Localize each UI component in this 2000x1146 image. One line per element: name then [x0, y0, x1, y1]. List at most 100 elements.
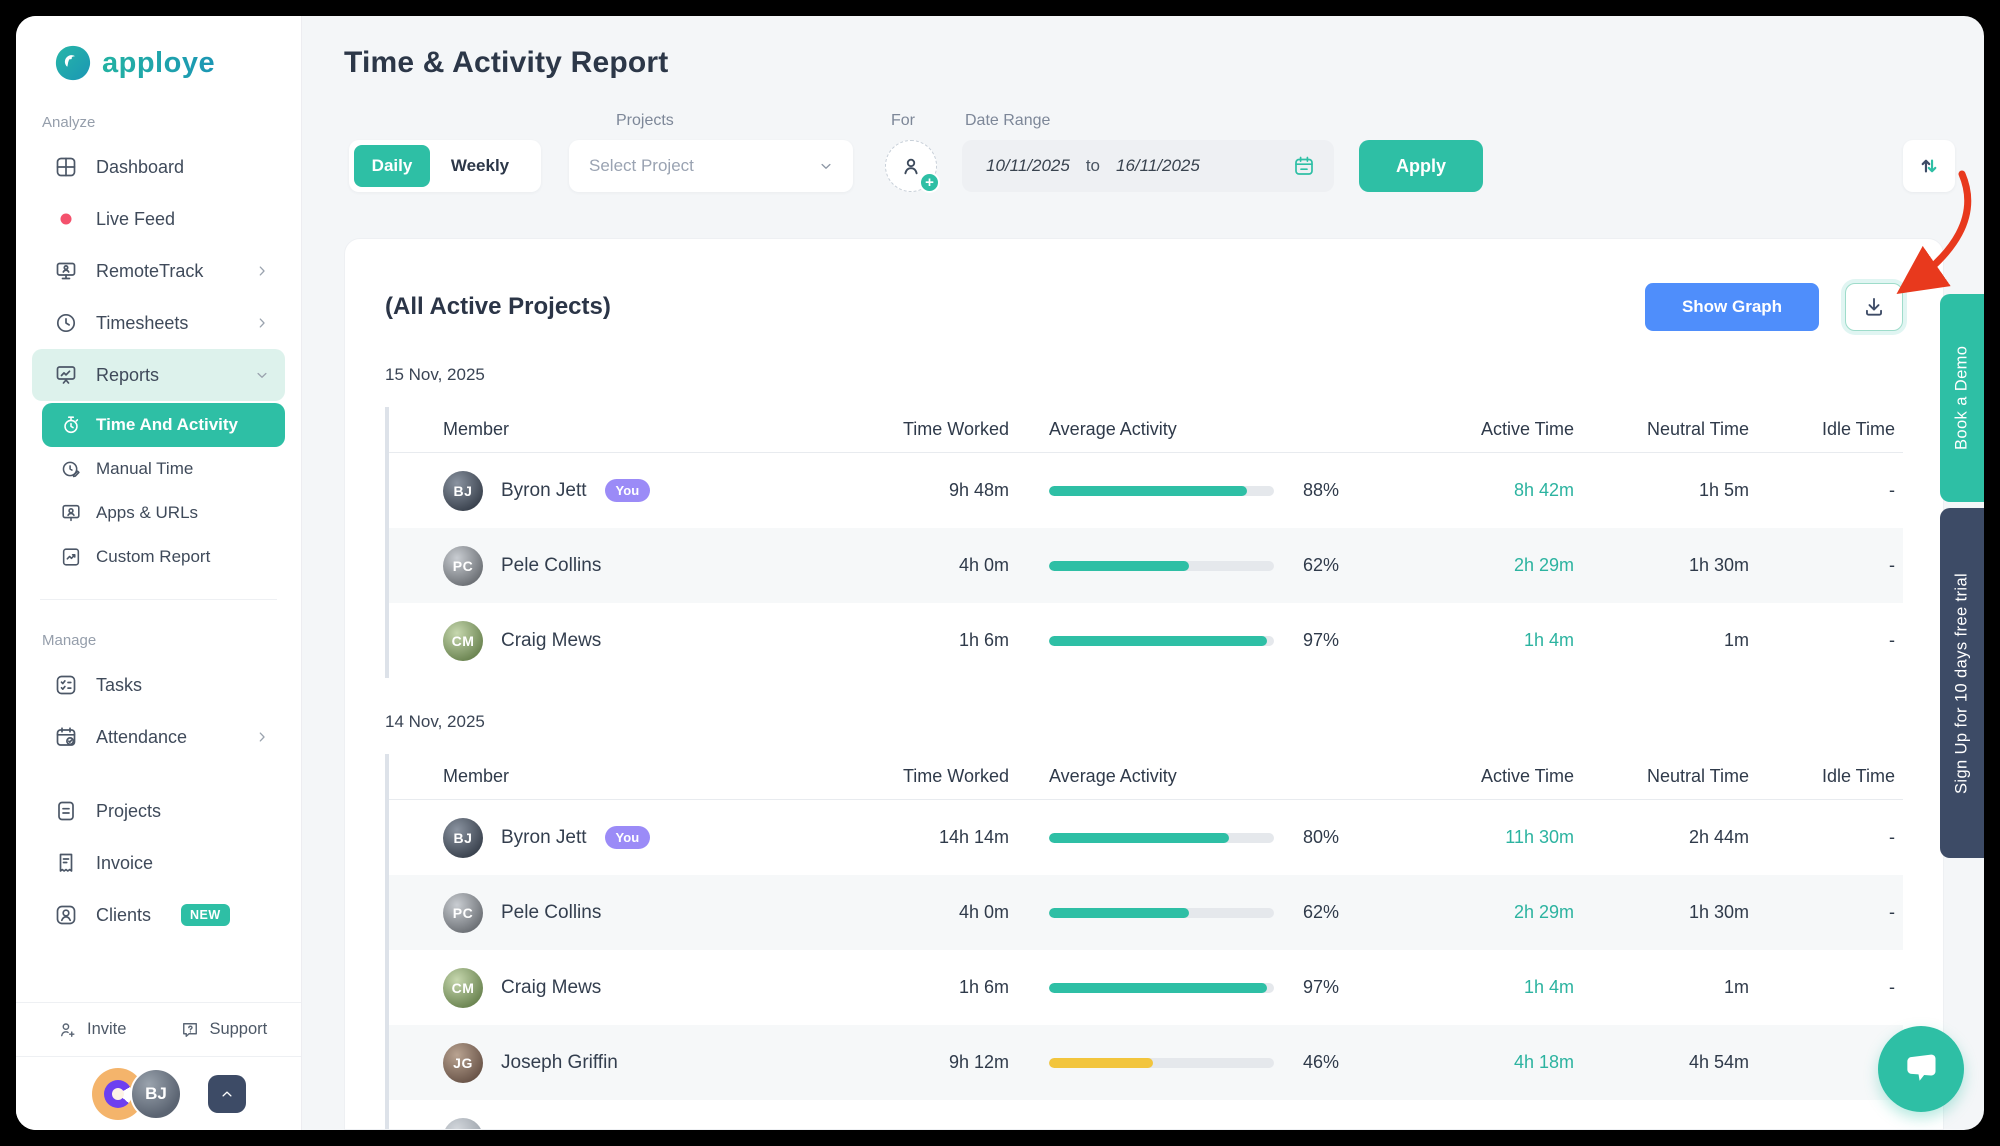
- idle-time-value: -: [1749, 1052, 1895, 1073]
- support-button[interactable]: Support: [180, 1020, 267, 1040]
- sidebar-item-apps-urls[interactable]: Apps & URLs: [42, 491, 285, 535]
- chat-widget-button[interactable]: [1878, 1026, 1964, 1112]
- sidebar-item-attendance[interactable]: Attendance: [32, 711, 285, 763]
- book-demo-tab[interactable]: Book a Demo: [1940, 294, 1984, 502]
- time-worked-value: 1h 6m: [958, 977, 1009, 997]
- time-worked-value: 14h 14m: [938, 827, 1009, 847]
- question-bubble-icon: [180, 1020, 200, 1040]
- sort-arrows-icon: [1921, 159, 1937, 173]
- sidebar-item-label: Invoice: [96, 852, 154, 873]
- member-name: Joseph Griffin: [501, 1051, 618, 1073]
- neutral-time-value: 1m: [1723, 977, 1749, 997]
- member-name: Pele Collins: [501, 901, 602, 923]
- active-time-value: 2h 29m: [1513, 555, 1574, 575]
- invite-label: Invite: [87, 1020, 127, 1038]
- timesheets-icon: [54, 311, 78, 335]
- show-graph-button[interactable]: Show Graph: [1645, 283, 1819, 331]
- date-group: 14 Nov, 2025 Member Time Worked Average …: [385, 712, 1903, 1129]
- time-worked-value: 1h 6m: [958, 630, 1009, 650]
- col-member: Member: [443, 419, 510, 439]
- activity-bar: [1049, 907, 1274, 918]
- activity-percent: 88%: [1302, 480, 1339, 500]
- live-icon: [54, 207, 78, 231]
- download-report-button[interactable]: [1845, 283, 1903, 331]
- sidebar-item-remotetrack[interactable]: RemoteTrack: [32, 245, 285, 297]
- sidebar-item-tasks[interactable]: Tasks: [32, 659, 285, 711]
- idle-time-value: -: [1889, 630, 1895, 650]
- remotetrack-icon: [54, 259, 78, 283]
- stopwatch-icon: [60, 414, 82, 436]
- new-badge: NEW: [181, 904, 230, 926]
- daily-toggle-button[interactable]: Daily: [354, 145, 430, 187]
- topbar: Time & Activity Report Projects For Date…: [302, 16, 1984, 238]
- page-title: Time & Activity Report: [344, 46, 669, 79]
- activity-percent: 62%: [1302, 902, 1339, 922]
- sidebar-item-time-and-activity[interactable]: Time And Activity: [42, 403, 285, 447]
- weekly-toggle-button[interactable]: Weekly: [450, 156, 510, 175]
- collapse-sidebar-button[interactable]: [208, 1074, 246, 1113]
- chat-icon: [1907, 1054, 1936, 1081]
- sidebar-footer: Invite Support BJ: [16, 1002, 301, 1130]
- chevron-up-icon: [218, 1085, 236, 1103]
- app-window: apploye Analyze Dashboard Live Feed Remo…: [16, 16, 1984, 1130]
- apploye-logo-icon: [55, 45, 91, 81]
- sidebar-nav: Analyze Dashboard Live Feed RemoteTrack …: [16, 114, 301, 941]
- table-row: PC Pele Collins 4h 0m 62% 2h 29m 1h 30m …: [389, 875, 1903, 950]
- activity-percent: 80%: [1302, 827, 1339, 847]
- manage-section-label: Manage: [42, 632, 97, 649]
- free-trial-tab[interactable]: Sign Up for 10 days free trial: [1940, 508, 1984, 858]
- user-avatar[interactable]: BJ: [130, 1067, 182, 1120]
- activity-percent: 62%: [1302, 555, 1339, 575]
- sidebar-item-manual-time[interactable]: Manual Time: [42, 447, 285, 491]
- analyze-section-label: Analyze: [42, 114, 96, 131]
- table-row: CM Craig Mews 1h 6m 97% 1h 4m 1m -: [389, 950, 1903, 1025]
- you-badge: You: [604, 826, 651, 849]
- active-time-value: 4h 18m: [1513, 1052, 1574, 1072]
- member-name: Pele Collins: [501, 554, 602, 576]
- sidebar-item-label: Attendance: [96, 726, 188, 747]
- date-from-value: 10/11/2025: [986, 156, 1070, 175]
- invite-button[interactable]: Invite: [58, 1020, 126, 1040]
- col-active-time: Active Time: [1480, 419, 1574, 439]
- col-time-worked: Time Worked: [902, 766, 1009, 786]
- activity-bar: [1049, 635, 1274, 646]
- sidebar-item-projects[interactable]: Projects: [32, 785, 285, 837]
- projects-label: Projects: [616, 112, 674, 129]
- app-logo[interactable]: apploye: [54, 44, 301, 82]
- sidebar-item-label: Tasks: [96, 674, 143, 695]
- member-filter-button[interactable]: +: [885, 140, 940, 193]
- member-avatar: PC: [443, 892, 483, 933]
- active-time-value: 11h 30m: [1505, 827, 1574, 847]
- activity-bar: [1049, 560, 1274, 571]
- calendar-icon[interactable]: [1292, 154, 1316, 178]
- tasks-icon: [54, 673, 78, 697]
- activity-percent: 97%: [1302, 977, 1339, 997]
- support-label: Support: [209, 1020, 268, 1038]
- sidebar-item-reports[interactable]: Reports: [32, 349, 285, 401]
- sort-order-button[interactable]: [1903, 140, 1955, 192]
- col-average-activity: Average Activity: [1049, 766, 1177, 786]
- sidebar-item-clients[interactable]: Clients NEW: [32, 889, 285, 941]
- manualtime-icon: [60, 458, 82, 480]
- date-range-input[interactable]: 10/11/2025 to 16/11/2025: [962, 140, 1334, 192]
- sidebar-item-invoice[interactable]: Invoice: [32, 837, 285, 889]
- sidebar-item-custom-report[interactable]: Custom Report: [42, 535, 285, 579]
- report-card: (All Active Projects) Show Graph 15 Nov,…: [344, 238, 1944, 1130]
- active-time-value: 1h 4m: [1523, 630, 1574, 650]
- sidebar-item-timesheets[interactable]: Timesheets: [32, 297, 285, 349]
- chevron-down-icon: [253, 366, 271, 384]
- reports-icon: [54, 363, 78, 387]
- table-row: JG Joseph Griffin 9h 12m 46% 4h 18m 4h 5…: [389, 1025, 1903, 1100]
- member-avatar: BJ: [443, 817, 483, 858]
- table-row: BJ Byron Jett You 9h 48m 88% 8h 42m 1h 5…: [389, 453, 1903, 528]
- sidebar-item-label: Dashboard: [96, 156, 185, 177]
- sidebar-divider: [40, 599, 277, 600]
- apply-button[interactable]: Apply: [1359, 140, 1483, 192]
- neutral-time-value: 1h 30m: [1688, 555, 1749, 575]
- project-select[interactable]: Select Project: [569, 140, 853, 192]
- sidebar-item-live-feed[interactable]: Live Feed: [32, 193, 285, 245]
- col-idle-time: Idle Time: [1821, 419, 1895, 439]
- sidebar-item-dashboard[interactable]: Dashboard: [32, 141, 285, 193]
- sidebar-item-label: Clients: [96, 904, 152, 925]
- table-row-partial: [389, 1100, 1903, 1129]
